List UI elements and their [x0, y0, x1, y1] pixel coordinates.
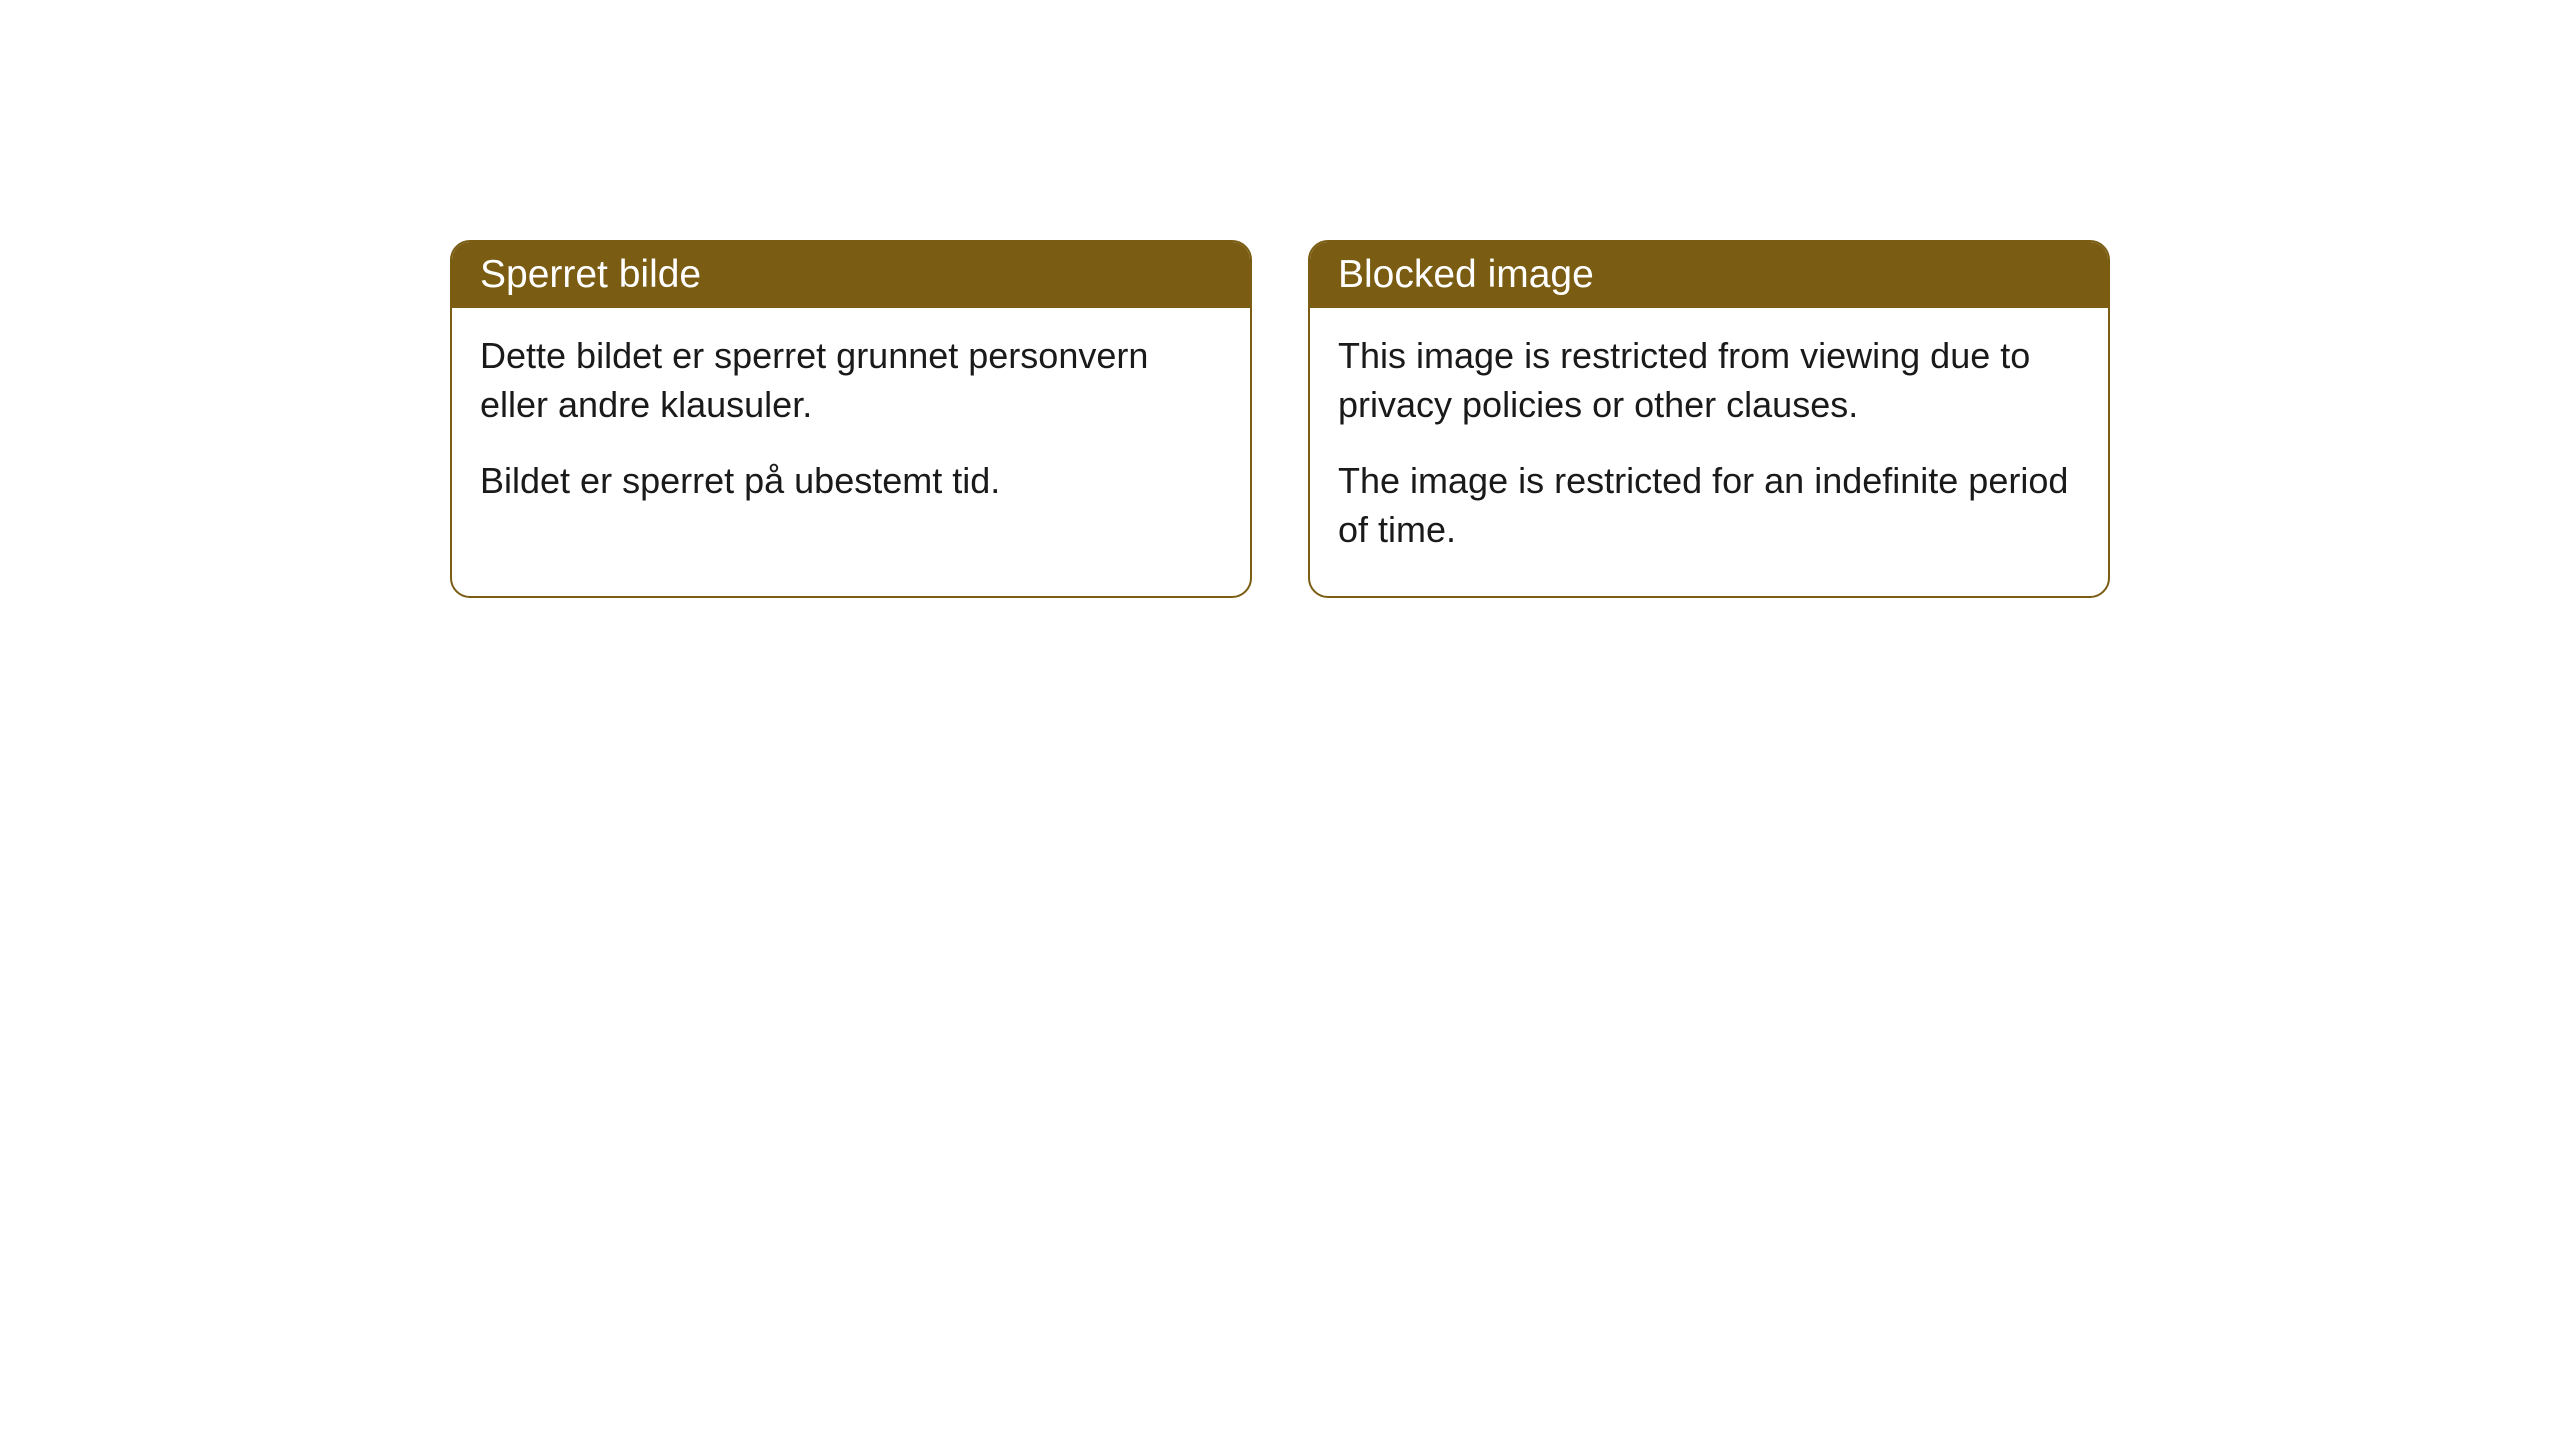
card-body: This image is restricted from viewing du…	[1310, 308, 2108, 596]
notice-card-english: Blocked image This image is restricted f…	[1308, 240, 2110, 598]
card-header: Blocked image	[1310, 242, 2108, 308]
card-title: Blocked image	[1338, 253, 1594, 296]
card-title: Sperret bilde	[480, 253, 701, 296]
card-paragraph-1: Dette bildet er sperret grunnet personve…	[480, 332, 1222, 429]
notice-cards-container: Sperret bilde Dette bildet er sperret gr…	[450, 240, 2110, 598]
card-header: Sperret bilde	[452, 242, 1250, 308]
card-paragraph-2: Bildet er sperret på ubestemt tid.	[480, 457, 1222, 506]
card-paragraph-1: This image is restricted from viewing du…	[1338, 332, 2080, 429]
card-body: Dette bildet er sperret grunnet personve…	[452, 308, 1250, 548]
notice-card-norwegian: Sperret bilde Dette bildet er sperret gr…	[450, 240, 1252, 598]
card-paragraph-2: The image is restricted for an indefinit…	[1338, 457, 2080, 554]
